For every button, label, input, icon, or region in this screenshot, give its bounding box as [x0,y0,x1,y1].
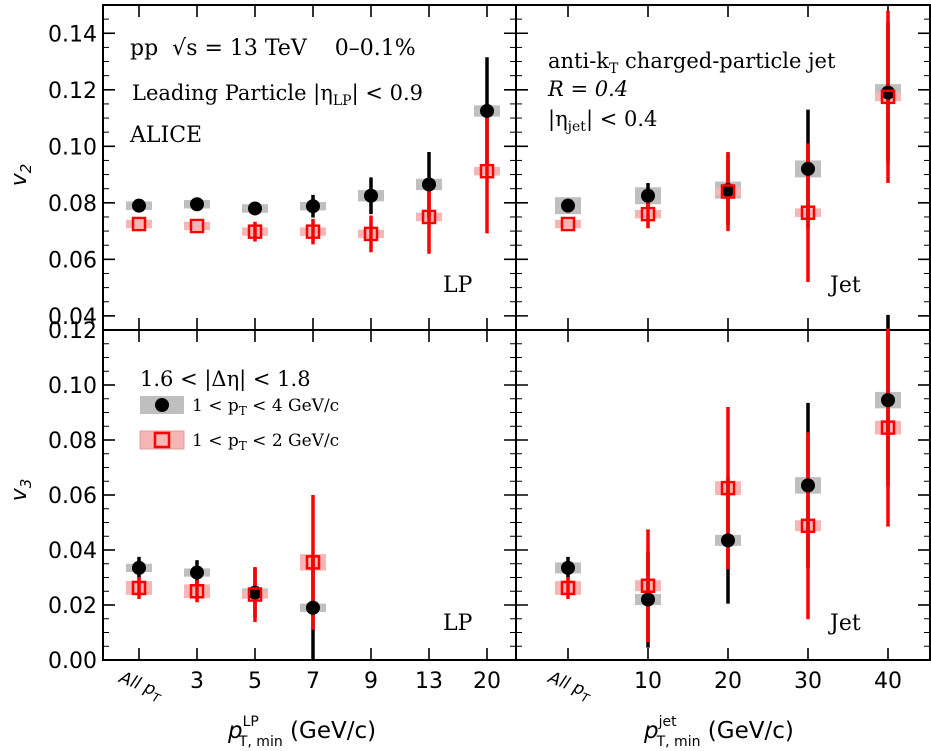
v2-jet-s2-sys [555,219,581,229]
v2-ytick-label: 0.04 [48,305,97,330]
v2-lp-s2-point [247,224,263,239]
v3-jet-s1-point [561,560,575,575]
v2-lp-s2-point [479,163,495,179]
annotation-system: pp √s = 13 TeV 0–0.1% [130,36,416,61]
v2-ytick-label: 0.10 [48,135,97,160]
v2-lp-s2-point [189,218,205,234]
v3-lp-s2-point [131,580,147,596]
v2-ytick-label: 0.06 [48,248,97,273]
lp-xtick-label: 7 [306,669,320,694]
v3-lp-s2-point [305,555,321,570]
v3-ytick-label: 0.08 [48,429,97,454]
v3-lp-s2-point [247,587,263,602]
v2-jet-s2-point [640,206,656,222]
jet-xtick-label: 10 [634,669,662,694]
v3-lp-s1-point [306,600,320,615]
v2-jet-s1-point [561,198,575,213]
v3-ytick-label: 0.12 [48,319,97,344]
panel-label-jet-top: Jet [828,273,861,298]
lp-xtick-label: 9 [364,669,378,694]
v2-jet-s2-point [560,216,576,232]
v2-lp-s2-point [131,216,147,232]
jet-xtick-label: 40 [874,669,902,694]
x-axis-label-jet: pjet T, min (GeV/c) [643,714,794,750]
v3-lp-s1-point [132,560,146,575]
v2-jet-s1-point [881,85,895,100]
legend-swatch-sys-2 [139,430,185,450]
annotation-jet-eta: |ηjet| < 0.4 [548,107,657,135]
lp-xtick-label-sub: T [150,690,164,706]
v3-jet-s2-point [800,518,816,534]
v2-ytick-label: 0.14 [48,22,97,47]
y-axis-label-v2: v2 [7,164,35,187]
legend-label-2: 1 < pT < 2 GeV/c [192,431,339,453]
v3-ytick-label: 0.10 [48,374,97,399]
x-axis-label-lp: pLP T, min (GeV/c) [227,714,376,750]
legend-marker-2 [153,431,171,449]
v3-jet-s2-point [640,578,656,593]
v3-jet-s2-point [720,480,736,496]
v2-lp-s1-point [248,201,262,216]
panel-label-jet-bottom: Jet [828,611,861,636]
v2-jet-s1-point [801,161,815,176]
v2-lp-s1-point [306,199,320,214]
lp-xtick-label: 3 [190,669,204,694]
legend-label-1: 1 < pT < 4 GeV/c [192,396,339,418]
legend: 1 < pT < 4 GeV/c 1 < pT < 2 GeV/c [139,396,339,453]
jet-xtick-label: All pT [543,667,595,706]
annotation-alice: ALICE [129,123,202,148]
v2-jet-s2-point [880,89,896,105]
v3-jet-s1-point [721,533,735,548]
v2-lp-s1-point [364,188,378,203]
v2-lp-s2-point [363,226,379,242]
annotation-deta: 1.6 < |Δη| < 1.8 [140,367,311,392]
y-axis-label-v3: v3 [7,479,35,502]
v2-jet-s1-point [641,188,655,203]
annotation-jet-algo: anti-kT charged-particle jet [548,49,836,77]
v2-jet-s2-point [720,184,736,199]
v3-jet-s2-point [560,580,576,596]
annotation-lp-eta: Leading Particle |ηLP| < 0.9 [132,81,423,109]
jet-xtick-label-sub: T [579,690,593,706]
panel-label-lp-top: LP [443,273,473,298]
v3-jet-s1-point [881,393,895,408]
v2-lp-s1-point [422,177,436,192]
v3-jet-s1-point [641,592,655,607]
lp-xtick-label: 5 [248,669,262,694]
v2-lp-s1-point [480,103,494,118]
v2-ytick-label: 0.12 [48,79,97,104]
v3-lp-s1-point [190,565,204,580]
lp-xtick-label: All pT [114,667,166,706]
v3-ytick-label: 0.00 [48,649,97,674]
lp-xtick-label: 20 [473,669,501,694]
v2-lp-s2-sys [126,219,152,229]
annotation-jet-r: R = 0.4 [547,77,628,101]
v2-lp-s2-sys [184,221,210,231]
jet-xtick-label: 20 [714,669,742,694]
jet-xtick-label: 30 [794,669,822,694]
v3-lp-s2-point [189,584,205,599]
legend-marker-1 [155,398,169,412]
v2-jet-s2-point [800,205,816,220]
v2-lp-s1-point [190,197,204,212]
v3-jet-s1-point [801,478,815,493]
v3-ytick-label: 0.02 [48,594,97,619]
v3-ytick-label: 0.06 [48,484,97,509]
v2-lp-s2-point [305,224,321,239]
v2-lp-s1-point [132,198,146,213]
v3-jet-s2-point [880,420,896,435]
lp-xtick-label: 13 [415,669,443,694]
v2-lp-s2-point [421,209,437,225]
panel-label-lp-bottom: LP [443,611,473,636]
v2-ytick-label: 0.08 [48,192,97,217]
v3-ytick-label: 0.04 [48,539,97,564]
